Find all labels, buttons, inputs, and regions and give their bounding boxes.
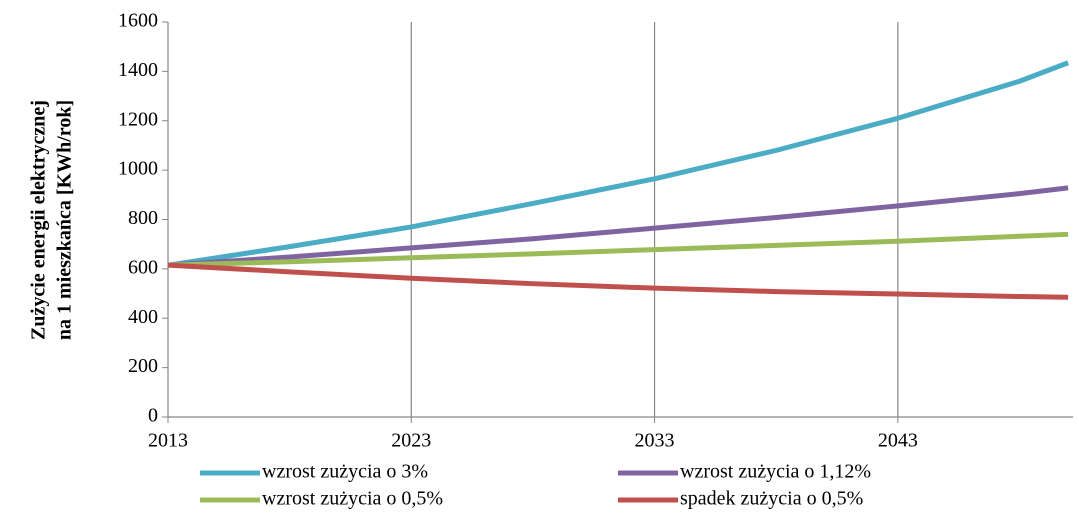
y-tick-label: 400 bbox=[128, 306, 158, 328]
y-tick-label: 1000 bbox=[118, 158, 158, 180]
legend-label: wzrost zużycia o 0,5% bbox=[262, 488, 443, 510]
y-tick-label: 1600 bbox=[118, 10, 158, 32]
legend-label: spadek zużycia o 0,5% bbox=[680, 488, 863, 510]
y-tick-label: 800 bbox=[128, 207, 158, 229]
line-series bbox=[167, 231, 1069, 268]
legend-label: wzrost zużycia o 3% bbox=[262, 461, 428, 483]
y-axis-label: na 1 mieszkańca [KWh/rok] bbox=[54, 100, 76, 340]
y-tick-label: 600 bbox=[128, 256, 158, 278]
y-tick-label: 200 bbox=[128, 355, 158, 377]
x-tick-label: 2013 bbox=[148, 430, 188, 452]
x-tick-label: 2033 bbox=[635, 430, 675, 452]
y-tick-label: 1200 bbox=[118, 108, 158, 130]
line-series bbox=[167, 262, 1069, 300]
x-tick-label: 2043 bbox=[878, 430, 918, 452]
x-tick-label: 2023 bbox=[391, 430, 431, 452]
y-tick-label: 1400 bbox=[118, 59, 158, 81]
legend-label: wzrost zużycia o 1,12% bbox=[680, 461, 871, 483]
line-series bbox=[167, 60, 1070, 268]
line-series bbox=[167, 185, 1069, 268]
y-tick-label: 0 bbox=[148, 405, 158, 427]
y-axis-label: Zużycie energii elektrycznej bbox=[28, 100, 50, 340]
